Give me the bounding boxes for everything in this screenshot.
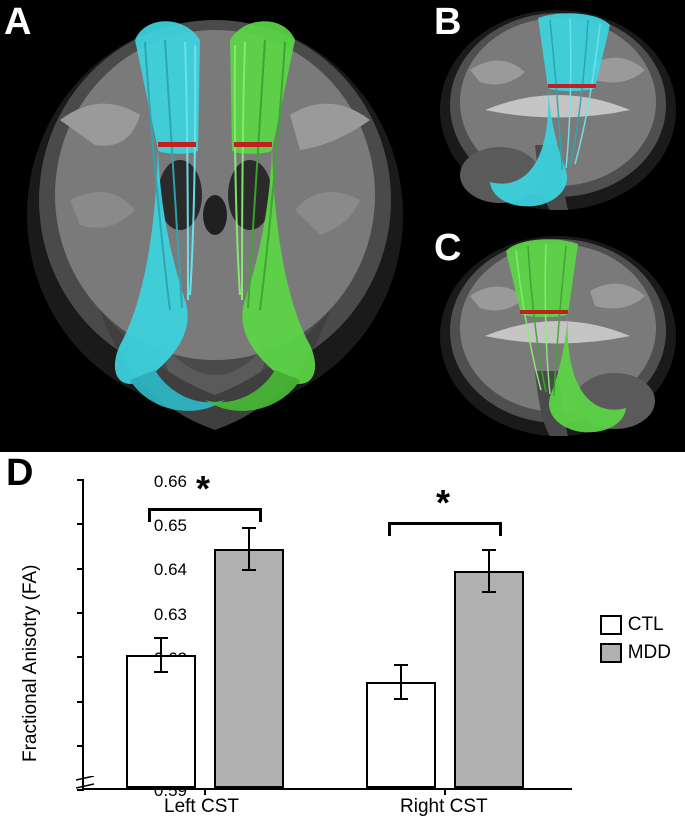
errorcap: [154, 637, 168, 639]
panel-c: C: [430, 226, 685, 452]
ytick-mark: [77, 612, 84, 614]
panel-d-label: D: [6, 452, 33, 495]
legend-item-ctl: CTL: [600, 614, 671, 636]
errorcap: [394, 698, 408, 700]
sig-star-left: *: [196, 468, 210, 510]
errorcap: [242, 569, 256, 571]
bar-leftcst-ctl: [126, 655, 196, 788]
ytick-mark: [77, 479, 84, 481]
panel-c-label: C: [434, 227, 461, 270]
errorcap: [394, 664, 408, 666]
xtick-mark: [204, 788, 206, 795]
ytick-mark: [77, 523, 84, 525]
y-axis-label: Fractional Anisotry (FA): [20, 565, 42, 762]
sig-star-right: *: [436, 482, 450, 524]
legend-label-mdd: MDD: [628, 642, 671, 664]
errorbar-rightcst-ctl: [400, 664, 402, 700]
panel-c-svg: [430, 226, 685, 452]
errorcap: [242, 527, 256, 529]
ytick-mark: [77, 656, 84, 658]
chart-plot-area: Left CST * Right CST *: [82, 480, 572, 790]
errorbar-leftcst-mdd: [248, 527, 250, 571]
ytick-mark: [77, 701, 84, 703]
legend-item-mdd: MDD: [600, 642, 671, 664]
panel-b: B: [430, 0, 685, 226]
axis-break-icon: [76, 776, 94, 790]
xlabel-left-cst: Left CST: [164, 796, 239, 818]
bar-rightcst-mdd: [454, 571, 524, 788]
ytick-mark: [77, 745, 84, 747]
errorbar-rightcst-mdd: [488, 549, 490, 593]
legend-swatch-mdd: [600, 643, 622, 663]
legend-swatch-ctl: [600, 615, 622, 635]
errorbar-leftcst-ctl: [160, 637, 162, 673]
errorcap: [482, 591, 496, 593]
chart-legend: CTL MDD: [600, 614, 671, 670]
panel-d: D Fractional Anisotry (FA) 0.66 0.65 0.6…: [0, 452, 685, 824]
panel-b-svg: [430, 0, 685, 226]
errorcap: [154, 671, 168, 673]
mri-panels: A: [0, 0, 685, 452]
panel-a-svg: [0, 0, 430, 452]
legend-label-ctl: CTL: [628, 614, 664, 636]
panel-a-label: A: [4, 1, 31, 44]
panel-a: A: [0, 0, 430, 452]
errorcap: [482, 549, 496, 551]
panel-b-label: B: [434, 1, 461, 44]
xtick-mark: [444, 788, 446, 795]
panel-bc-column: B: [430, 0, 685, 452]
xlabel-right-cst: Right CST: [400, 796, 488, 818]
ytick-mark: [77, 568, 84, 570]
figure-container: A: [0, 0, 685, 824]
bar-leftcst-mdd: [214, 549, 284, 788]
